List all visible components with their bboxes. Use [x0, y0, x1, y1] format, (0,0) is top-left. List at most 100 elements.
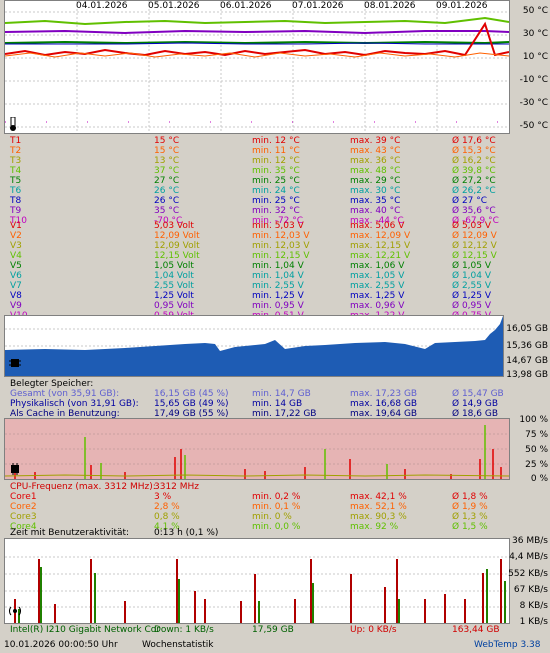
sensor-max: max. 48 °C: [350, 166, 401, 176]
sensor-min: min. 2,55 V: [252, 281, 304, 291]
sensor-max: max. 30 °C: [350, 186, 401, 196]
sensor-min: min. 1,04 V: [252, 271, 304, 281]
sensor-avg: Ø 35,6 °C: [452, 206, 496, 216]
webtemp-brand-link[interactable]: WebTemp 3.38: [474, 640, 541, 650]
sensor-current: 12,09 Volt: [154, 231, 200, 241]
sensor-max: max. 5,06 V: [350, 221, 405, 231]
sensor-avg: Ø 17,6 °C: [452, 136, 496, 146]
sensor-max: max. 2,55 V: [350, 281, 405, 291]
memory-title: Belegter Speicher:: [10, 379, 94, 389]
core-min: min. 0,2 %: [252, 492, 301, 502]
sensor-max: max. 39 °C: [350, 136, 401, 146]
memory-max: max. 17,23 GB: [350, 389, 418, 399]
sensor-max: max. -44 °C: [350, 216, 404, 226]
sensor-name: V9: [10, 301, 22, 311]
t4-line: [4, 16, 510, 26]
sensor-current: 2,55 Volt: [154, 281, 194, 291]
axis-label: 16,05 GB: [506, 324, 548, 334]
axis-label: 8 KB/s: [519, 601, 548, 611]
axis-label: 552 KB/s: [508, 569, 548, 579]
t5-line: [4, 40, 510, 45]
sensor-name: T1: [10, 136, 22, 146]
sensor-max: max. 35 °C: [350, 196, 401, 206]
memory-avg: Ø 15,47 GB: [452, 389, 504, 399]
sensor-max: max. 43 °C: [350, 146, 401, 156]
core-current: 3 %: [154, 492, 172, 502]
core-max: max. 52,1 %: [350, 502, 407, 512]
sensor-min: min. 1,25 V: [252, 291, 304, 301]
memory-current: 16,15 GB (45 %): [154, 389, 229, 399]
axis-label: 75 %: [525, 430, 548, 440]
sensor-avg: Ø 1,25 V: [452, 291, 492, 301]
date-label: 05.01.2026: [148, 1, 200, 11]
sensor-current: 1,05 Volt: [154, 261, 194, 271]
core-min: min. 0 %: [252, 512, 292, 522]
memory-chip-icon: [9, 359, 21, 367]
sensor-name: T2: [10, 146, 22, 156]
core-avg: Ø 1,5 %: [452, 522, 488, 532]
sensor-current: -70 °C: [154, 216, 183, 226]
sensor-min: min. 32 °C: [252, 206, 300, 216]
sensor-min: min. 12,03 V: [252, 241, 310, 251]
sensor-name: T9: [10, 206, 22, 216]
sensor-current: 26 °C: [154, 196, 180, 206]
sensor-min: min. 12 °C: [252, 136, 300, 146]
memory-min: min. 14,7 GB: [252, 389, 311, 399]
sensor-name: T5: [10, 176, 22, 186]
sensor-min: min. 24 °C: [252, 186, 300, 196]
footer-datetime: 10.01.2026 00:00:50 Uhr: [4, 640, 118, 650]
temperature-plot: [4, 1, 510, 133]
core-current: 4,1 %: [154, 522, 180, 532]
memory-avg: Ø 14,9 GB: [452, 399, 498, 409]
axis-label: -50 °C: [519, 121, 548, 131]
sensor-current: 1,04 Volt: [154, 271, 194, 281]
sensor-name: T3: [10, 156, 22, 166]
cpu-plot: [4, 419, 510, 479]
axis-label: 50 %: [525, 445, 548, 455]
core-max: max. 92 %: [350, 522, 399, 532]
sensor-min: min. 25 °C: [252, 196, 300, 206]
network-graph: [4, 538, 510, 624]
sensor-min: min. 12,15 V: [252, 251, 310, 261]
memory-current: 17,49 GB (55 %): [154, 409, 229, 419]
core-current: 2,8 %: [154, 502, 180, 512]
sensor-max: max. 12,09 V: [350, 231, 411, 241]
core-min: min. 0,1 %: [252, 502, 301, 512]
memory-label: Als Cache in Benutzung:: [10, 409, 120, 419]
sensor-avg: Ø 12,12 V: [452, 241, 497, 251]
network-up: Up: 0 KB/s: [350, 625, 397, 635]
memory-label: Gesamt (von 35,91 GB):: [10, 389, 120, 399]
core-max: max. 90,3 %: [350, 512, 407, 522]
axis-label: 67 KB/s: [513, 585, 548, 595]
memory-label: Physikalisch (von 31,91 GB):: [10, 399, 139, 409]
cpu-title: CPU-Frequenz (max. 3312 MHz):: [10, 482, 156, 492]
sensor-current: 15 °C: [154, 146, 180, 156]
core-name: Core3: [10, 512, 37, 522]
sensor-avg: Ø 2,55 V: [452, 281, 492, 291]
sensor-current: 5,03 Volt: [154, 221, 194, 231]
weekly-stats-link[interactable]: Wochenstatistik: [142, 640, 214, 650]
sensor-avg: Ø 12,15 V: [452, 251, 497, 261]
axis-label: -10 °C: [519, 75, 548, 85]
axis-label: 25 %: [525, 460, 548, 470]
sensor-current: 13 °C: [154, 156, 180, 166]
sensor-name: V8: [10, 291, 22, 301]
memory-current: 15,65 GB (49 %): [154, 399, 229, 409]
sensor-avg: Ø 27,2 °C: [452, 176, 496, 186]
sensor-max: max. 40 °C: [350, 206, 401, 216]
sensor-name: V7: [10, 281, 22, 291]
sensor-name: V1: [10, 221, 22, 231]
memory-min: min. 14 GB: [252, 399, 303, 409]
sensor-min: min. -72 °C: [252, 216, 304, 226]
sensor-max: max. 0,96 V: [350, 301, 405, 311]
t8-line: [5, 42, 509, 45]
sensor-avg: Ø 27 °C: [452, 196, 488, 206]
sensor-name: V2: [10, 231, 22, 241]
cpu-chip-icon: [11, 463, 19, 475]
sensor-min: min. 35 °C: [252, 166, 300, 176]
sensor-max: max. 1,06 V: [350, 261, 405, 271]
core-avg: Ø 1,8 %: [452, 492, 488, 502]
sensor-current: 1,25 Volt: [154, 291, 194, 301]
sensor-avg: Ø 12,09 V: [452, 231, 497, 241]
axis-label: 14,67 GB: [506, 356, 548, 366]
